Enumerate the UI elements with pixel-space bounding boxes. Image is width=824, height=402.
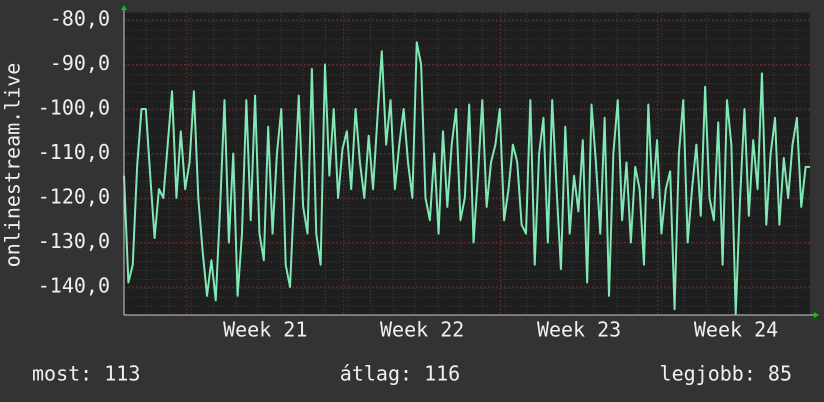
x-tick-label: Week 21 xyxy=(223,318,307,342)
y-tick-label: -90,0 xyxy=(50,51,110,75)
y-tick-label: -140,0 xyxy=(38,273,110,297)
x-tick-label: Week 23 xyxy=(537,318,621,342)
y-axis-label: onlinestream.live xyxy=(1,63,25,268)
y-tick-label: -110,0 xyxy=(38,140,110,164)
footer-best: legjobb: 85 xyxy=(660,362,792,386)
data-line xyxy=(123,41,810,315)
y-tick-label: -130,0 xyxy=(38,229,110,253)
footer-average: átlag: 116 xyxy=(340,362,460,386)
axis-arrow xyxy=(121,5,127,10)
y-tick-label: -100,0 xyxy=(38,95,110,119)
y-tick-label: -120,0 xyxy=(38,184,110,208)
y-tick-label: -80,0 xyxy=(50,7,110,31)
axis-arrow xyxy=(814,312,819,318)
x-tick-label: Week 22 xyxy=(380,318,464,342)
footer-current: most: 113 xyxy=(32,362,140,386)
x-tick-label: Week 24 xyxy=(694,318,778,342)
